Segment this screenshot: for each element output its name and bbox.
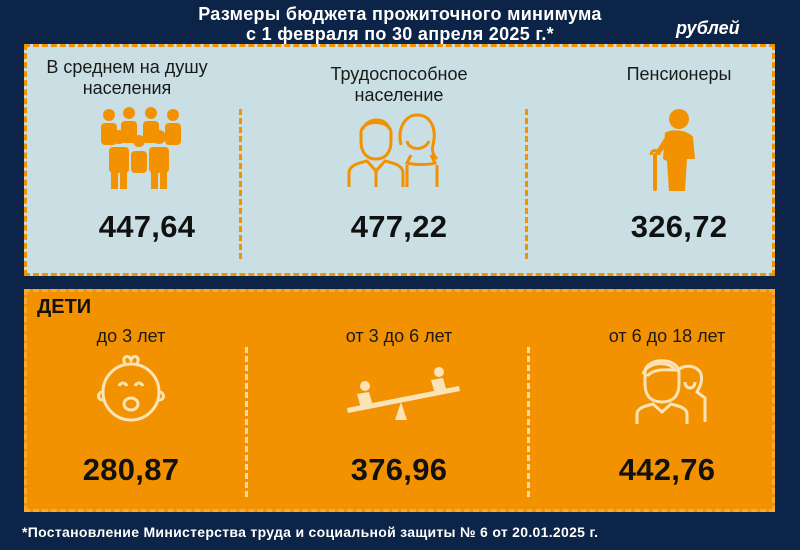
average-per-capita-block: В среднем на душу населения xyxy=(27,57,227,99)
age-6-18-value: 442,76 xyxy=(618,452,716,487)
title-line-1: Размеры бюджета прожиточного минимума xyxy=(198,4,602,24)
adults-pair-icon xyxy=(347,113,439,187)
page-title: Размеры бюджета прожиточного минимума с … xyxy=(0,4,800,44)
age-6-18-label: от 6 до 18 лет xyxy=(608,326,726,346)
working-age-block: Трудоспособное население xyxy=(299,64,499,106)
divider xyxy=(527,347,530,497)
divider xyxy=(245,347,248,497)
adults-panel: В среднем на душу населения 447,64 Трудо… xyxy=(24,44,775,276)
average-label-line-1: В среднем на душу xyxy=(46,57,208,77)
pensioners-label: Пенсионеры xyxy=(626,64,732,84)
elderly-person-icon xyxy=(649,109,695,191)
title-line-2: с 1 февраля по 30 апреля 2025 г.* xyxy=(246,24,554,44)
working-label-line-2: население xyxy=(354,85,444,105)
baby-face-icon xyxy=(97,355,165,422)
age-3-6-value: 376,96 xyxy=(350,452,448,487)
divider xyxy=(525,109,528,259)
divider xyxy=(239,109,242,259)
unit-label: рублей xyxy=(676,18,740,38)
pensioners-value: 326,72 xyxy=(630,209,728,244)
children-title: ДЕТИ xyxy=(37,296,92,318)
age-3-6-label: от 3 до 6 лет xyxy=(345,326,453,346)
working-label-line-1: Трудоспособное xyxy=(330,64,468,84)
working-age-value: 477,22 xyxy=(350,209,448,244)
children-panel: ДЕТИ до 3 лет 280,87 от 3 до 6 лет 376,9… xyxy=(24,289,775,512)
pensioners-block: Пенсионеры xyxy=(579,64,779,85)
seesaw-icon xyxy=(347,367,460,420)
group-people-icon xyxy=(101,107,181,189)
age-0-3-value: 280,87 xyxy=(82,452,180,487)
average-value: 447,64 xyxy=(98,209,196,244)
age-0-3-label: до 3 лет xyxy=(96,326,166,346)
average-label-line-2: населения xyxy=(82,78,172,98)
footnote: *Постановление Министерства труда и соци… xyxy=(22,524,599,540)
teens-icon xyxy=(635,359,707,424)
